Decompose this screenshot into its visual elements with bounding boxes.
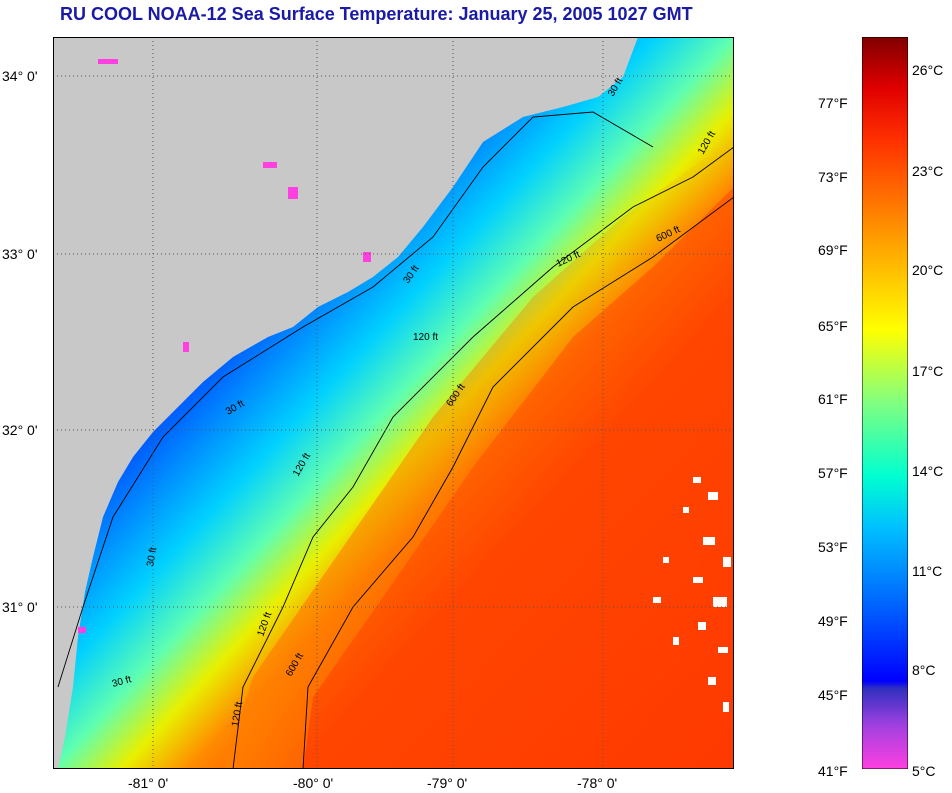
gulf-stream xyxy=(303,187,734,769)
colorbar-f-label: 61°F xyxy=(818,391,848,407)
land xyxy=(53,37,638,769)
colorbar-f-label: 41°F xyxy=(818,763,848,779)
colorbar-c-label: 5°C xyxy=(912,763,936,779)
colorbar xyxy=(862,37,908,769)
sst-map: 30 ft 120 ft 600 ft 30 ft 120 ft 600 ft … xyxy=(53,37,734,769)
isobath-label: 30 ft xyxy=(145,546,159,567)
colorbar-f-label: 49°F xyxy=(818,613,848,629)
lon-label: -81° 0' xyxy=(128,775,169,791)
colorbar-f-label: 65°F xyxy=(818,318,848,334)
colorbar-f-label: 57°F xyxy=(818,465,848,481)
lon-label: -78° 0' xyxy=(577,775,618,791)
colorbar-f-label: 45°F xyxy=(818,687,848,703)
colorbar-f-label: 77°F xyxy=(818,95,848,111)
lon-label: -79° 0' xyxy=(427,775,468,791)
colorbar-c-label: 8°C xyxy=(912,662,936,678)
colorbar-f-label: 53°F xyxy=(818,539,848,555)
lat-label: 34° 0' xyxy=(2,68,38,84)
page-title: RU COOL NOAA-12 Sea Surface Temperature:… xyxy=(60,4,693,24)
coastal-cold-specks xyxy=(78,59,371,633)
colorbar-c-label: 26°C xyxy=(912,62,944,78)
lon-label: -80° 0' xyxy=(293,775,334,791)
isobath-label: 120 ft xyxy=(230,701,245,728)
colorbar-f-label: 69°F xyxy=(818,242,848,258)
colorbar-f-label: 73°F xyxy=(818,169,848,185)
isobath-label: 120 ft xyxy=(413,332,438,343)
cloud-patches xyxy=(653,477,731,712)
lat-label: 31° 0' xyxy=(2,599,38,615)
colorbar-c-label: 11°C xyxy=(912,563,943,579)
colorbar-c-label: 17°C xyxy=(912,363,944,379)
colorbar-c-label: 23°C xyxy=(912,163,944,179)
colorbar-c-label: 20°C xyxy=(912,262,944,278)
colorbar-c-label: 14°C xyxy=(912,463,944,479)
isobath-label: 30 ft xyxy=(111,674,133,690)
lat-label: 32° 0' xyxy=(2,422,38,438)
lat-label: 33° 0' xyxy=(2,246,38,262)
graticule xyxy=(53,37,734,769)
isobaths xyxy=(57,111,734,769)
